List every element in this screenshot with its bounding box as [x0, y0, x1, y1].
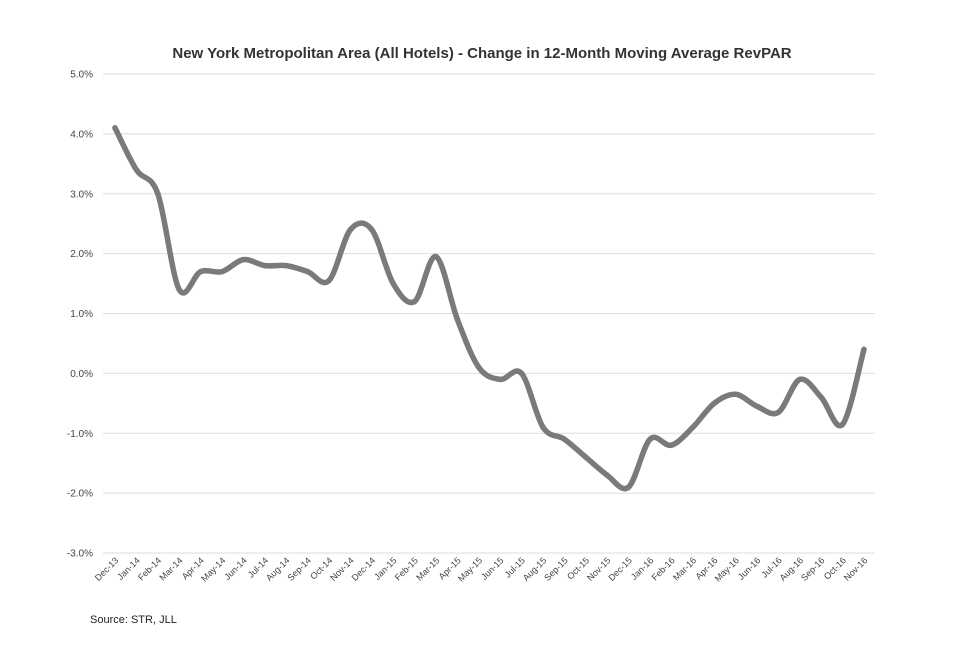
data-point: [775, 409, 782, 416]
x-tick-label: Nov-16: [842, 555, 870, 583]
data-point: [176, 286, 182, 293]
x-tick-label: Sep-14: [285, 555, 313, 583]
x-tick-label: Mar-15: [414, 555, 441, 582]
data-point: [433, 253, 439, 260]
x-tick-label: May-14: [199, 555, 227, 583]
y-tick-label: -1.0%: [67, 429, 93, 440]
y-tick-label: 0.0%: [70, 369, 93, 380]
data-point: [690, 424, 696, 431]
data-point: [668, 442, 675, 448]
data-point: [540, 424, 546, 431]
data-point: [583, 454, 589, 460]
series-layer: [112, 125, 867, 492]
y-tick-label: 2.0%: [70, 249, 93, 260]
y-axis-ticks: 5.0% 4.0% 3.0% 2.0% 1.0% 0.0% -1.0% -2.0% -3.0%: [67, 70, 93, 560]
chart-title: New York Metropolitan Area (All Hotels) …: [172, 45, 791, 62]
x-tick-label: May-16: [713, 555, 741, 583]
x-tick-label: Dec-13: [93, 555, 121, 583]
data-point: [390, 280, 396, 287]
data-point: [454, 316, 461, 323]
data-point: [304, 268, 311, 275]
data-point: [369, 226, 375, 233]
data-point: [732, 391, 739, 398]
data-point: [240, 256, 247, 263]
x-tick-label: Mar-14: [157, 555, 184, 582]
data-point: [219, 268, 225, 275]
data-point: [625, 484, 632, 490]
x-tick-label: Dec-15: [606, 555, 634, 583]
series-line: [112, 125, 867, 492]
x-tick-label: Jun-15: [479, 555, 506, 582]
data-point: [326, 277, 332, 284]
data-point: [411, 298, 418, 305]
data-point: [711, 400, 717, 407]
y-tick-label: 5.0%: [70, 70, 93, 81]
gridlines: [103, 73, 875, 554]
data-point: [818, 394, 824, 401]
x-tick-label: Mar-16: [671, 555, 698, 582]
x-tick-label: Dec-14: [350, 555, 378, 583]
data-point: [497, 376, 503, 383]
data-point: [647, 436, 653, 442]
x-tick-label: Jun-16: [736, 555, 763, 582]
data-point: [839, 421, 846, 428]
y-tick-label: -3.0%: [67, 549, 93, 560]
data-point: [476, 364, 482, 371]
x-tick-label: Jun-14: [222, 555, 249, 582]
y-tick-label: -2.0%: [67, 489, 93, 500]
data-point: [262, 262, 268, 269]
x-axis-ticks: Dec-13Jan-14Feb-14Mar-14Apr-14May-14Jun-…: [93, 555, 870, 583]
data-point: [797, 376, 803, 383]
x-tick-label: Sep-15: [542, 555, 570, 583]
source-note: Source: STR, JLL: [90, 614, 177, 626]
data-point: [347, 226, 354, 233]
data-point: [133, 167, 140, 173]
x-tick-label: Sep-16: [799, 555, 827, 583]
data-point: [518, 370, 525, 377]
data-point: [861, 346, 867, 353]
data-point: [604, 472, 610, 478]
data-point: [112, 125, 118, 131]
data-point: [561, 436, 568, 442]
data-point: [283, 262, 289, 269]
y-tick-label: 1.0%: [70, 309, 93, 320]
y-tick-label: 3.0%: [70, 189, 93, 200]
data-point: [197, 268, 204, 275]
y-tick-label: 4.0%: [70, 129, 93, 140]
x-tick-label: May-15: [456, 555, 484, 583]
data-point: [754, 403, 760, 410]
data-point: [155, 191, 161, 197]
